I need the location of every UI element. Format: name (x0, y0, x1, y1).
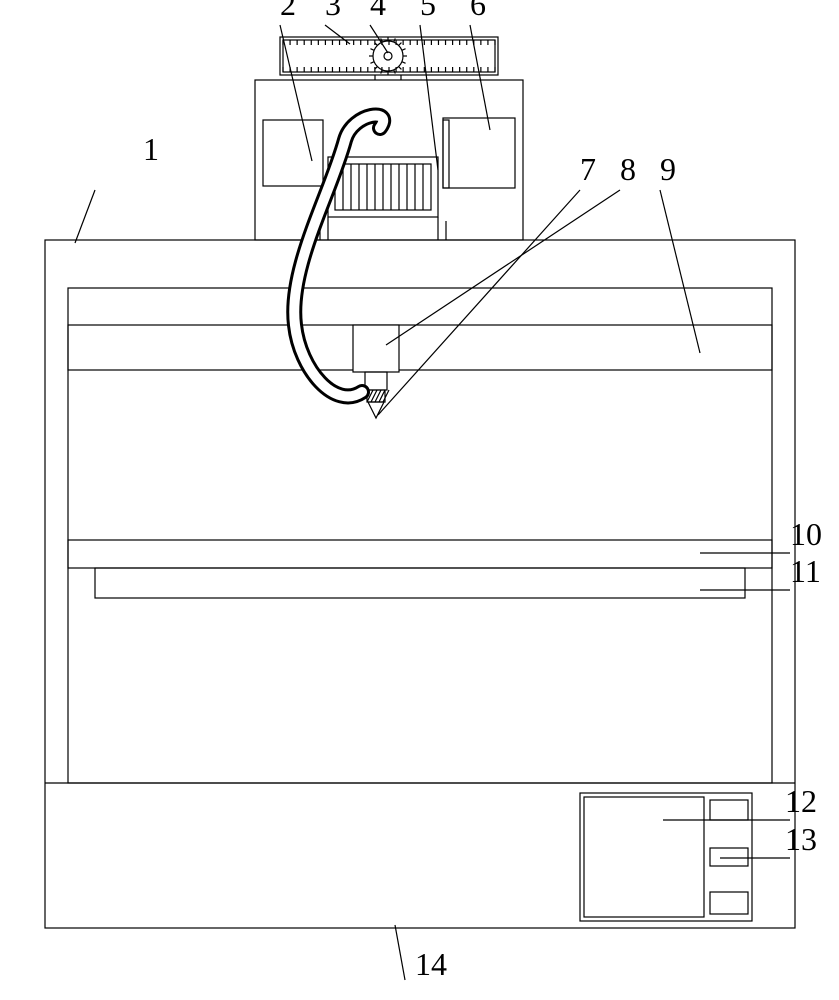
control-panel (580, 793, 752, 921)
panel-button-1 (710, 800, 748, 820)
label-l12: 12 (785, 783, 817, 819)
leader-l3 (325, 25, 350, 44)
panel-button-3 (710, 892, 748, 914)
label-l14: 14 (415, 946, 447, 982)
label-l1: 1 (143, 131, 159, 167)
mid-bar (68, 540, 772, 568)
label-l3: 3 (325, 0, 341, 22)
gear-inner (384, 52, 392, 60)
label-l7: 7 (580, 151, 596, 187)
leader-l2 (280, 25, 312, 161)
nozzle-block (353, 325, 399, 372)
label-l9: 9 (660, 151, 676, 187)
leader-l7 (378, 190, 580, 415)
label-l13: 13 (785, 821, 817, 857)
label-l8: 8 (620, 151, 636, 187)
leader-l5 (420, 25, 438, 170)
bracket (443, 120, 449, 188)
diagram-svg: 1234567891011121314 (0, 0, 839, 1000)
leader-l4 (370, 25, 388, 53)
label-l2: 2 (280, 0, 296, 22)
label-l5: 5 (420, 0, 436, 22)
leader-l9 (660, 190, 700, 353)
panel-screen (584, 797, 704, 917)
leader-l1 (75, 190, 95, 243)
leader-l14 (395, 925, 405, 980)
label-l4: 4 (370, 0, 386, 22)
top-sub-right (443, 118, 515, 188)
top-unit (255, 80, 523, 240)
nozzle-tip (368, 402, 384, 418)
lower-strip (95, 568, 745, 598)
main-outer-frame (45, 240, 795, 928)
main-inner-frame (68, 288, 772, 783)
panel-button-2 (710, 848, 748, 866)
top-sub-left (263, 120, 323, 186)
label-l11: 11 (790, 553, 821, 589)
leader-l8 (386, 190, 620, 345)
label-l6: 6 (470, 0, 486, 22)
label-l10: 10 (790, 516, 822, 552)
leader-l6 (470, 25, 490, 130)
top-bar (68, 325, 772, 370)
